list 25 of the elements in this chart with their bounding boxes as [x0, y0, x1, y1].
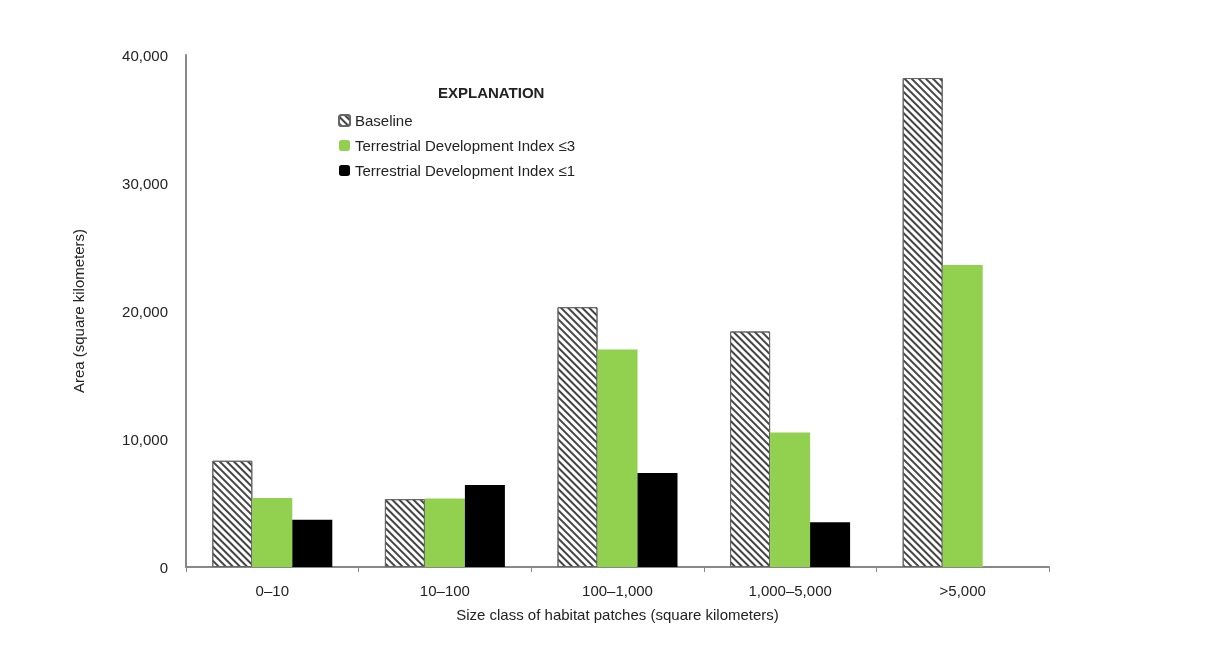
y-tick-label: 10,000 [122, 430, 168, 448]
legend-label: Baseline [355, 112, 413, 129]
legend-label: Terrestrial Development Index ≤1 [355, 162, 575, 179]
bar [597, 349, 638, 567]
legend-title: EXPLANATION [438, 84, 545, 101]
x-tick-label: 10–100 [419, 582, 470, 599]
bar [464, 485, 505, 567]
bar [292, 519, 333, 567]
bar [770, 432, 811, 567]
x-tick-label: 100–1,000 [582, 582, 653, 599]
bar [637, 472, 678, 567]
bar [810, 522, 851, 567]
bar [424, 498, 465, 567]
bar [252, 497, 293, 567]
x-tick-label: >5,000 [939, 582, 986, 599]
legend-label: Terrestrial Development Index ≤3 [355, 137, 575, 154]
bar [942, 264, 983, 567]
y-tick-label: 20,000 [122, 302, 168, 320]
x-tick-label: 1,000–5,000 [748, 582, 832, 599]
x-axis-title: Size class of habitat patches (square kilometers) [456, 606, 779, 623]
y-axis-title: Area (square kilometers) [70, 228, 87, 394]
x-tick-label: 0–10 [255, 582, 289, 599]
y-tick-label: 40,000 [122, 46, 168, 64]
y-tick-label: 30,000 [122, 174, 168, 192]
y-tick-label: 0 [159, 558, 168, 576]
